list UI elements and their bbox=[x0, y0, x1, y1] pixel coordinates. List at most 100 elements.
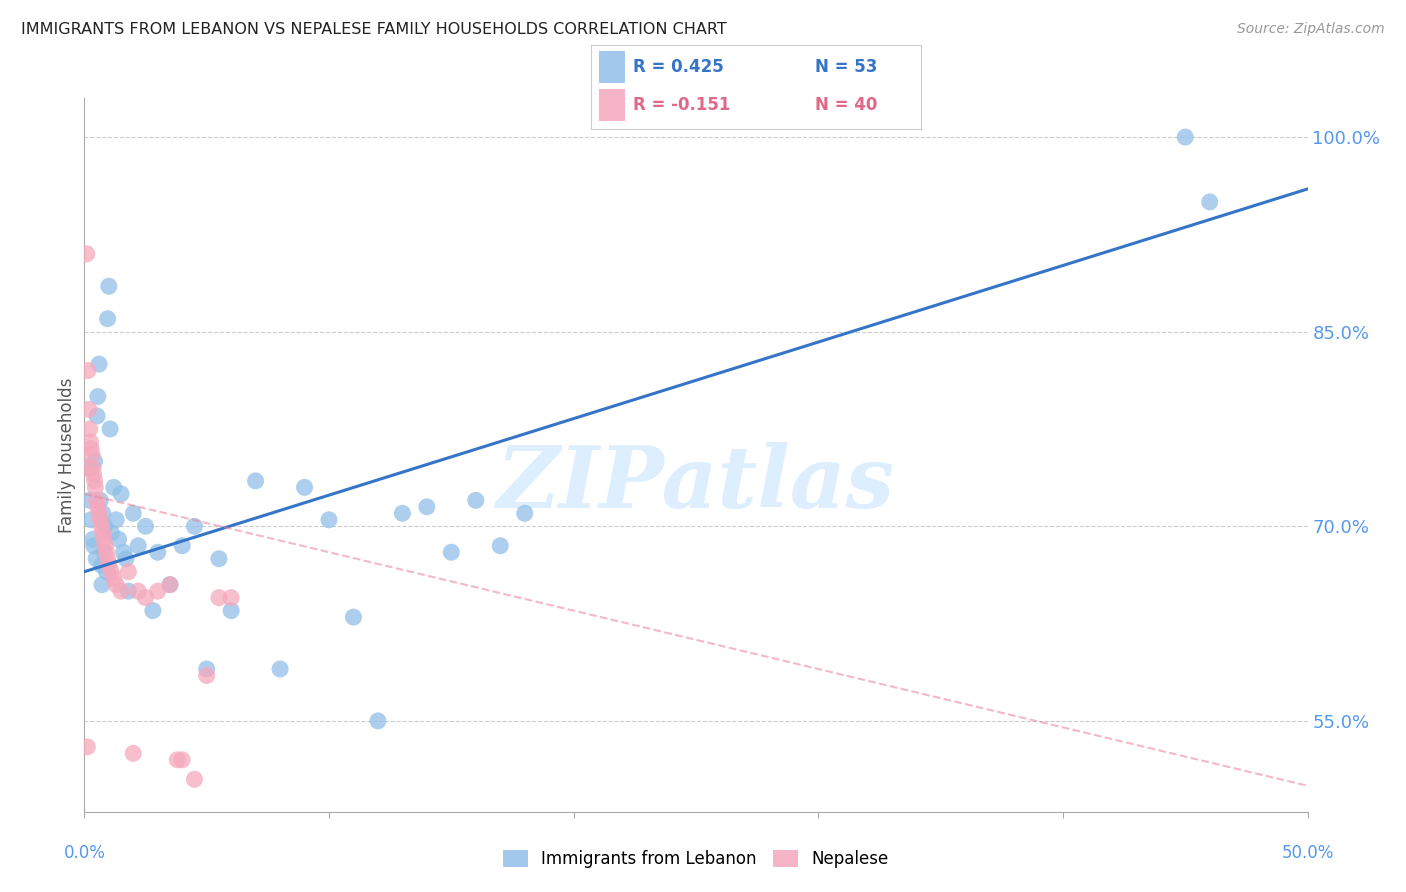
Point bbox=[93, 533, 115, 547]
Text: N = 53: N = 53 bbox=[815, 58, 877, 76]
Point bbox=[172, 753, 194, 767]
Point bbox=[103, 571, 125, 585]
Point bbox=[122, 506, 145, 520]
Bar bbox=[599, 88, 626, 120]
Point bbox=[87, 357, 110, 371]
Point bbox=[86, 409, 108, 423]
Text: R = -0.151: R = -0.151 bbox=[634, 95, 731, 114]
Point bbox=[142, 604, 165, 618]
Point bbox=[166, 753, 188, 767]
Bar bbox=[599, 51, 626, 83]
Point bbox=[77, 402, 100, 417]
Point bbox=[90, 558, 112, 573]
Point bbox=[82, 533, 104, 547]
Text: Source: ZipAtlas.com: Source: ZipAtlas.com bbox=[1237, 22, 1385, 37]
Point bbox=[89, 493, 111, 508]
Point bbox=[245, 474, 267, 488]
Point bbox=[440, 545, 463, 559]
Legend: Immigrants from Lebanon, Nepalese: Immigrants from Lebanon, Nepalese bbox=[496, 843, 896, 875]
Point bbox=[135, 519, 157, 533]
Point bbox=[93, 545, 115, 559]
Point bbox=[489, 539, 512, 553]
Point bbox=[146, 584, 169, 599]
Point bbox=[110, 487, 132, 501]
Point bbox=[84, 551, 107, 566]
Point bbox=[318, 513, 340, 527]
Point bbox=[513, 506, 536, 520]
Point bbox=[100, 565, 122, 579]
Point bbox=[79, 434, 101, 449]
Point bbox=[219, 604, 242, 618]
Point bbox=[76, 739, 98, 754]
Point bbox=[80, 513, 103, 527]
Point bbox=[97, 558, 120, 573]
Point bbox=[91, 506, 114, 520]
Point bbox=[115, 551, 138, 566]
Point bbox=[183, 519, 205, 533]
Point bbox=[159, 577, 181, 591]
Point bbox=[97, 279, 120, 293]
Point bbox=[97, 311, 120, 326]
Point bbox=[83, 539, 105, 553]
Point bbox=[98, 422, 121, 436]
Point bbox=[195, 662, 218, 676]
Point bbox=[94, 519, 117, 533]
Point bbox=[82, 461, 104, 475]
Point bbox=[146, 545, 169, 559]
Point bbox=[96, 545, 118, 559]
Point bbox=[127, 539, 149, 553]
Point bbox=[391, 506, 413, 520]
Point bbox=[94, 539, 117, 553]
Point bbox=[84, 480, 107, 494]
Point bbox=[195, 668, 218, 682]
Point bbox=[90, 519, 112, 533]
Text: ZIPatlas: ZIPatlas bbox=[496, 442, 896, 525]
Point bbox=[83, 467, 105, 482]
Point bbox=[159, 577, 181, 591]
Point bbox=[75, 461, 97, 475]
Point bbox=[96, 565, 118, 579]
Point bbox=[107, 533, 129, 547]
Point bbox=[112, 545, 135, 559]
Point bbox=[122, 747, 145, 761]
Point bbox=[83, 454, 105, 468]
Point bbox=[80, 442, 103, 456]
Point bbox=[97, 551, 120, 566]
Point bbox=[416, 500, 439, 514]
Point bbox=[87, 506, 110, 520]
Point bbox=[342, 610, 364, 624]
Point bbox=[1174, 130, 1197, 145]
Point bbox=[79, 422, 101, 436]
Point bbox=[1198, 194, 1220, 209]
Point bbox=[105, 513, 128, 527]
Point bbox=[117, 584, 139, 599]
Y-axis label: Family Households: Family Households bbox=[58, 377, 76, 533]
Text: 0.0%: 0.0% bbox=[63, 844, 105, 863]
Point bbox=[464, 493, 486, 508]
Point bbox=[91, 577, 114, 591]
Point bbox=[91, 525, 114, 540]
Point bbox=[79, 493, 101, 508]
Point bbox=[294, 480, 316, 494]
Point bbox=[269, 662, 291, 676]
Point bbox=[172, 539, 194, 553]
Point bbox=[135, 591, 157, 605]
Point bbox=[82, 448, 104, 462]
Text: N = 40: N = 40 bbox=[815, 95, 877, 114]
Point bbox=[105, 577, 128, 591]
Point bbox=[367, 714, 389, 728]
Point bbox=[219, 591, 242, 605]
Point bbox=[100, 525, 122, 540]
Point bbox=[77, 363, 100, 377]
Point bbox=[208, 591, 231, 605]
Text: IMMIGRANTS FROM LEBANON VS NEPALESE FAMILY HOUSEHOLDS CORRELATION CHART: IMMIGRANTS FROM LEBANON VS NEPALESE FAMI… bbox=[21, 22, 727, 37]
Point bbox=[127, 584, 149, 599]
Point bbox=[87, 500, 110, 514]
Point bbox=[86, 493, 108, 508]
Point bbox=[117, 565, 139, 579]
Point bbox=[76, 247, 98, 261]
Point bbox=[77, 461, 100, 475]
Point bbox=[183, 772, 205, 787]
Text: 50.0%: 50.0% bbox=[1281, 844, 1334, 863]
Point bbox=[87, 390, 110, 404]
